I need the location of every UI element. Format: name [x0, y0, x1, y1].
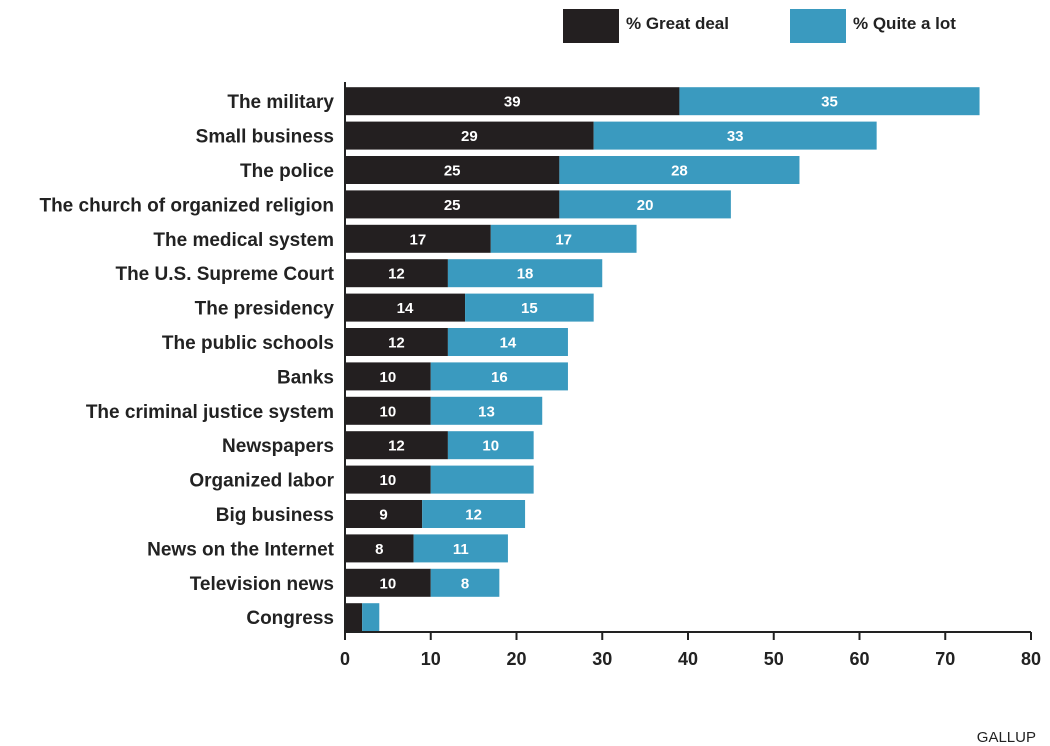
data-label-1-8: 16: [491, 369, 508, 386]
bar-0-0: [345, 87, 680, 116]
data-label-0-1: 29: [461, 128, 478, 145]
category-label-8: Banks: [277, 367, 334, 388]
x-axis: 0 10 20 30 40 50 60 70 80: [340, 82, 1041, 669]
bar-1-1: [593, 121, 877, 150]
data-label-1-2: 28: [671, 163, 688, 180]
bars: 39 35 29 33 25 28 25 20 17 17 12 18 14 15 12 14 10 16 10 13…: [345, 87, 980, 632]
bar-0-10: [345, 431, 448, 460]
source-label: GALLUP: [977, 729, 1036, 746]
x-tick-label-1: 10: [421, 649, 441, 669]
data-label-0-4: 17: [410, 231, 427, 248]
data-label-1-7: 14: [500, 335, 517, 352]
category-label-7: The public schools: [162, 333, 334, 354]
category-label-12: Big business: [216, 505, 334, 526]
data-label-1-0: 35: [821, 94, 838, 111]
data-label-1-6: 15: [521, 300, 538, 317]
data-label-1-9: 13: [478, 403, 495, 420]
category-label-13: News on the Internet: [147, 539, 335, 560]
bar-1-5: [447, 259, 603, 288]
category-label-4: The medical system: [153, 230, 334, 251]
bar-0-8: [345, 362, 431, 391]
data-label-1-3: 20: [637, 197, 654, 214]
bar-1-3: [559, 190, 731, 219]
data-label-0-9: 10: [380, 403, 397, 420]
category-label-14: Television news: [190, 574, 334, 595]
bar-0-6: [345, 293, 466, 322]
category-label-15: Congress: [246, 608, 334, 629]
bar-0-1: [345, 121, 594, 150]
bar-0-7: [345, 328, 448, 356]
bar-0-9: [345, 396, 431, 425]
legend: % Great deal % Quite a lot: [563, 9, 956, 43]
data-label-1-14: 8: [461, 575, 469, 592]
bar-1-2: [559, 156, 800, 184]
x-tick-label-8: 80: [1021, 649, 1041, 669]
category-label-5: The U.S. Supreme Court: [115, 264, 334, 285]
bar-1-8: [430, 362, 568, 391]
data-label-0-0: 39: [504, 94, 521, 111]
legend-swatch-1: [790, 9, 846, 43]
x-tick-label-3: 30: [592, 649, 612, 669]
x-tick-label-2: 20: [506, 649, 526, 669]
legend-label-0: % Great deal: [626, 14, 729, 33]
bar-1-13: [413, 534, 508, 563]
bar-0-5: [345, 259, 448, 288]
data-label-0-12: 9: [379, 507, 387, 524]
data-label-0-6: 14: [397, 300, 414, 317]
bar-0-3: [345, 190, 560, 219]
data-label-0-11: 10: [380, 472, 397, 489]
bar-1-14: [430, 568, 500, 597]
bar-1-6: [465, 293, 594, 322]
data-label-0-14: 10: [380, 575, 397, 592]
bar-1-0: [679, 87, 980, 116]
x-tick-label-6: 60: [849, 649, 869, 669]
bar-0-15: [345, 603, 363, 632]
data-label-1-5: 18: [517, 266, 534, 283]
category-label-0: The military: [227, 92, 334, 113]
x-tick-label-4: 40: [678, 649, 698, 669]
bar-0-4: [345, 224, 491, 253]
data-label-1-1: 33: [727, 128, 744, 145]
data-label-0-13: 8: [375, 541, 383, 558]
bar-1-15: [362, 603, 380, 632]
data-label-1-13: 11: [453, 541, 469, 558]
data-label-1-4: 17: [555, 231, 572, 248]
data-label-0-3: 25: [444, 197, 461, 214]
data-label-0-2: 25: [444, 163, 461, 180]
bar-1-4: [490, 224, 637, 253]
category-labels: The military Small business The police The …: [39, 92, 334, 629]
legend-swatch-0: [563, 9, 619, 43]
legend-label-1: % Quite a lot: [853, 14, 956, 33]
data-label-1-12: 12: [465, 507, 482, 524]
bar-1-9: [430, 396, 543, 425]
category-label-10: Newspapers: [222, 436, 334, 457]
data-label-0-8: 10: [380, 369, 397, 386]
bar-0-14: [345, 568, 431, 597]
bar-0-11: [345, 465, 431, 494]
category-label-9: The criminal justice system: [86, 402, 334, 423]
category-label-6: The presidency: [195, 299, 335, 320]
bar-0-13: [345, 534, 414, 563]
data-label-0-7: 12: [388, 335, 405, 352]
bar-1-7: [447, 328, 568, 356]
bar-1-12: [422, 500, 526, 528]
bar-0-12: [345, 500, 423, 528]
category-label-3: The church of organized religion: [39, 195, 334, 216]
bar-1-11: [430, 465, 534, 494]
data-label-0-5: 12: [388, 266, 405, 283]
x-tick-label-5: 50: [764, 649, 784, 669]
x-tick-label-7: 70: [935, 649, 955, 669]
x-tick-label-0: 0: [340, 649, 350, 669]
category-label-2: The police: [240, 161, 334, 182]
data-label-1-10: 10: [482, 438, 499, 455]
category-label-1: Small business: [196, 127, 334, 148]
bar-0-2: [345, 156, 560, 184]
data-label-0-10: 12: [388, 438, 405, 455]
category-label-11: Organized labor: [189, 471, 334, 492]
bar-1-10: [447, 431, 534, 460]
